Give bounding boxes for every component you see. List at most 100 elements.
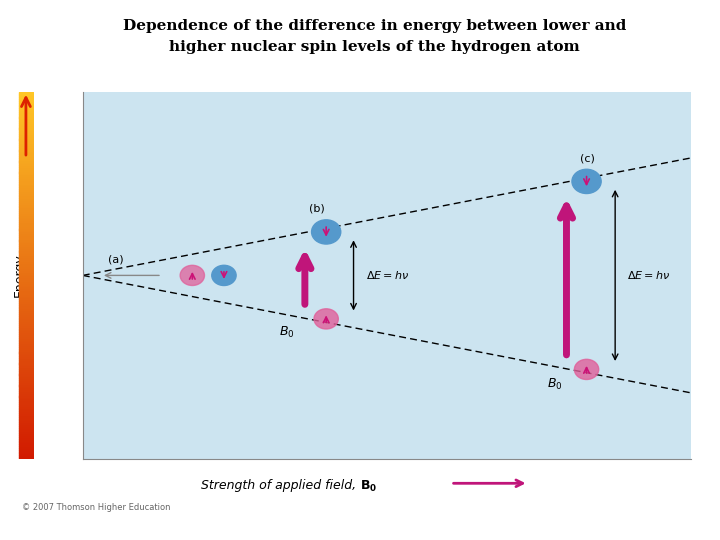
Bar (19, 281, 33, 283)
Bar (19, 224, 33, 226)
Bar (19, 262, 33, 265)
Bar (19, 126, 33, 129)
Bar (19, 200, 33, 202)
Bar (19, 393, 33, 395)
Bar (19, 163, 33, 165)
Bar (19, 138, 33, 139)
Bar (19, 156, 33, 158)
Ellipse shape (572, 169, 601, 193)
Bar (19, 185, 33, 187)
Bar (19, 273, 33, 275)
Bar (19, 349, 33, 350)
Bar (19, 373, 33, 375)
Bar (19, 417, 33, 418)
Bar (19, 353, 33, 354)
Bar (19, 454, 33, 455)
Bar (19, 354, 33, 356)
Bar (19, 450, 33, 451)
Bar (19, 285, 33, 286)
Bar (19, 242, 33, 244)
Bar (19, 231, 33, 233)
Bar (19, 103, 33, 105)
Bar (19, 237, 33, 239)
Bar (19, 446, 33, 448)
Bar (19, 321, 33, 323)
Bar (19, 147, 33, 149)
Bar (19, 408, 33, 409)
Bar (19, 187, 33, 189)
Bar (19, 433, 33, 435)
Bar (19, 160, 33, 161)
Bar (19, 272, 33, 274)
Bar (19, 307, 33, 308)
Bar (19, 340, 33, 341)
Bar (19, 455, 33, 457)
Bar (19, 261, 33, 262)
Bar (19, 171, 33, 173)
Bar (19, 409, 33, 411)
Bar (19, 286, 33, 288)
Bar (19, 119, 33, 121)
Bar (19, 270, 33, 272)
Bar (19, 442, 33, 444)
Bar (19, 318, 33, 320)
Bar (19, 235, 33, 237)
Bar (19, 386, 33, 387)
Bar (19, 92, 33, 93)
Bar (19, 328, 33, 330)
Bar (19, 376, 33, 378)
Bar (19, 264, 33, 266)
Bar (19, 290, 33, 292)
Bar (19, 389, 33, 391)
Bar (19, 413, 33, 415)
Bar (19, 330, 33, 332)
Bar (19, 191, 33, 193)
Bar (19, 282, 33, 285)
Bar (19, 437, 33, 439)
Bar (19, 383, 33, 386)
Bar (19, 396, 33, 399)
Bar (19, 426, 33, 428)
Bar (19, 367, 33, 369)
Bar (19, 184, 33, 185)
Bar (19, 215, 33, 217)
Bar (19, 301, 33, 303)
Bar (19, 240, 33, 242)
Bar (19, 218, 33, 220)
Bar (19, 226, 33, 228)
Bar (19, 227, 33, 230)
Bar (19, 239, 33, 240)
Bar (19, 334, 33, 336)
Bar (19, 399, 33, 400)
Bar (19, 217, 33, 219)
Bar (19, 246, 33, 248)
Bar (19, 132, 33, 134)
Bar (19, 202, 33, 204)
Bar (19, 365, 33, 367)
Bar (19, 391, 33, 393)
Ellipse shape (312, 220, 341, 244)
Text: $\mathbf{B_0}$: $\mathbf{B_0}$ (360, 478, 377, 494)
Bar (19, 406, 33, 408)
Bar (19, 220, 33, 222)
Bar (19, 178, 33, 180)
Bar (19, 152, 33, 154)
Bar (19, 174, 33, 176)
Bar (19, 400, 33, 402)
Bar (19, 129, 33, 130)
Bar (19, 338, 33, 340)
Bar (19, 363, 33, 366)
Bar (19, 378, 33, 380)
Text: (c): (c) (580, 153, 595, 163)
Bar (19, 123, 33, 125)
Bar (19, 266, 33, 268)
Bar (19, 298, 33, 299)
Bar (19, 180, 33, 182)
Bar (19, 213, 33, 215)
Bar (19, 411, 33, 413)
Bar (19, 99, 33, 101)
Bar (19, 299, 33, 301)
Bar (19, 288, 33, 290)
Ellipse shape (180, 265, 204, 286)
Bar (19, 360, 33, 362)
